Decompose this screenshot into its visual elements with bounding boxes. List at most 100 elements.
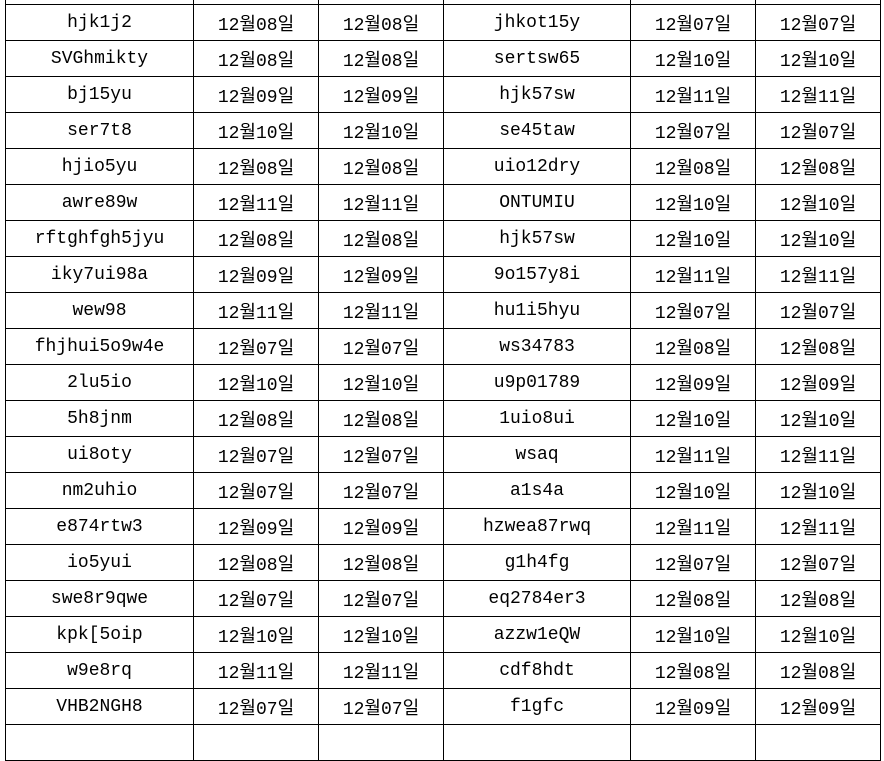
date-cell[interactable]: 12월07일 [755,112,881,149]
date-cell[interactable]: 12월09일 [630,364,756,401]
date-cell[interactable]: 12월08일 [755,580,881,617]
date-cell[interactable]: 12월08일 [318,4,444,41]
code-cell[interactable]: jhkot15y [443,4,631,41]
date-cell[interactable]: 12월07일 [318,436,444,473]
date-cell[interactable]: 12월10일 [630,472,756,509]
date-cell[interactable]: 12월10일 [755,184,881,221]
code-cell[interactable]: 5h8jnm [5,400,194,437]
date-cell[interactable]: 12월08일 [193,148,319,185]
date-cell[interactable]: 12월08일 [630,652,756,689]
code-cell[interactable]: f1gfc [443,688,631,725]
code-cell[interactable]: swe8r9qwe [5,580,194,617]
code-cell[interactable]: kpk[5oip [5,616,194,653]
date-cell[interactable]: 12월11일 [193,652,319,689]
cell[interactable] [755,724,881,761]
date-cell[interactable]: 12월08일 [630,328,756,365]
code-cell[interactable]: nm2uhio [5,472,194,509]
date-cell[interactable]: 12월11일 [193,184,319,221]
date-cell[interactable]: 12월10일 [318,112,444,149]
code-cell[interactable]: fhjhui5o9w4e [5,328,194,365]
date-cell[interactable]: 12월08일 [193,4,319,41]
date-cell[interactable]: 12월09일 [193,256,319,293]
date-cell[interactable]: 12월11일 [755,436,881,473]
code-cell[interactable]: w9e8rq [5,652,194,689]
code-cell[interactable]: hu1i5hyu [443,292,631,329]
date-cell[interactable]: 12월11일 [630,256,756,293]
date-cell[interactable]: 12월09일 [193,508,319,545]
date-cell[interactable]: 12월11일 [630,508,756,545]
date-cell[interactable]: 12월07일 [193,472,319,509]
code-cell[interactable]: g1h4fg [443,544,631,581]
date-cell[interactable]: 12월09일 [755,688,881,725]
code-cell[interactable]: awre89w [5,184,194,221]
code-cell[interactable]: SVGhmikty [5,40,194,77]
date-cell[interactable]: 12월10일 [755,616,881,653]
code-cell[interactable]: rftghfgh5jyu [5,220,194,257]
date-cell[interactable]: 12월08일 [318,40,444,77]
date-cell[interactable]: 12월10일 [630,616,756,653]
code-cell[interactable]: io5yui [5,544,194,581]
date-cell[interactable]: 12월08일 [318,400,444,437]
date-cell[interactable]: 12월10일 [630,40,756,77]
date-cell[interactable]: 12월07일 [630,544,756,581]
date-cell[interactable]: 12월08일 [755,652,881,689]
date-cell[interactable]: 12월07일 [318,688,444,725]
code-cell[interactable]: hzwea87rwq [443,508,631,545]
code-cell[interactable]: sertsw65 [443,40,631,77]
date-cell[interactable]: 12월11일 [630,436,756,473]
date-cell[interactable]: 12월10일 [630,400,756,437]
code-cell[interactable]: uio12dry [443,148,631,185]
date-cell[interactable]: 12월08일 [318,220,444,257]
date-cell[interactable]: 12월08일 [318,148,444,185]
code-cell[interactable]: bj15yu [5,76,194,113]
cell[interactable] [193,724,319,761]
date-cell[interactable]: 12월08일 [193,400,319,437]
date-cell[interactable]: 12월11일 [630,76,756,113]
date-cell[interactable]: 12월11일 [318,292,444,329]
code-cell[interactable]: azzw1eQW [443,616,631,653]
code-cell[interactable]: a1s4a [443,472,631,509]
date-cell[interactable]: 12월08일 [630,148,756,185]
code-cell[interactable]: e874rtw3 [5,508,194,545]
date-cell[interactable]: 12월08일 [630,580,756,617]
date-cell[interactable]: 12월10일 [755,40,881,77]
code-cell[interactable]: ws34783 [443,328,631,365]
cell[interactable] [443,724,631,761]
date-cell[interactable]: 12월07일 [193,328,319,365]
date-cell[interactable]: 12월10일 [755,220,881,257]
date-cell[interactable]: 12월09일 [318,508,444,545]
date-cell[interactable]: 12월09일 [318,256,444,293]
date-cell[interactable]: 12월07일 [318,580,444,617]
code-cell[interactable]: VHB2NGH8 [5,688,194,725]
date-cell[interactable]: 12월07일 [755,544,881,581]
date-cell[interactable]: 12월08일 [755,328,881,365]
date-cell[interactable]: 12월11일 [318,184,444,221]
cell[interactable] [5,724,194,761]
date-cell[interactable]: 12월09일 [193,76,319,113]
date-cell[interactable]: 12월10일 [193,616,319,653]
date-cell[interactable]: 12월07일 [193,580,319,617]
date-cell[interactable]: 12월07일 [318,472,444,509]
date-cell[interactable]: 12월10일 [193,364,319,401]
date-cell[interactable]: 12월08일 [193,40,319,77]
date-cell[interactable]: 12월11일 [755,256,881,293]
date-cell[interactable]: 12월09일 [318,76,444,113]
code-cell[interactable]: 9o157y8i [443,256,631,293]
code-cell[interactable]: ser7t8 [5,112,194,149]
date-cell[interactable]: 12월11일 [318,652,444,689]
code-cell[interactable]: hjk57sw [443,76,631,113]
code-cell[interactable]: wsaq [443,436,631,473]
date-cell[interactable]: 12월07일 [318,328,444,365]
date-cell[interactable]: 12월10일 [630,220,756,257]
date-cell[interactable]: 12월07일 [755,292,881,329]
code-cell[interactable]: se45taw [443,112,631,149]
date-cell[interactable]: 12월07일 [755,4,881,41]
code-cell[interactable]: hjk1j2 [5,4,194,41]
code-cell[interactable]: wew98 [5,292,194,329]
date-cell[interactable]: 12월11일 [193,292,319,329]
date-cell[interactable]: 12월07일 [193,688,319,725]
code-cell[interactable]: ui8oty [5,436,194,473]
date-cell[interactable]: 12월07일 [630,292,756,329]
date-cell[interactable]: 12월08일 [318,544,444,581]
date-cell[interactable]: 12월10일 [193,112,319,149]
